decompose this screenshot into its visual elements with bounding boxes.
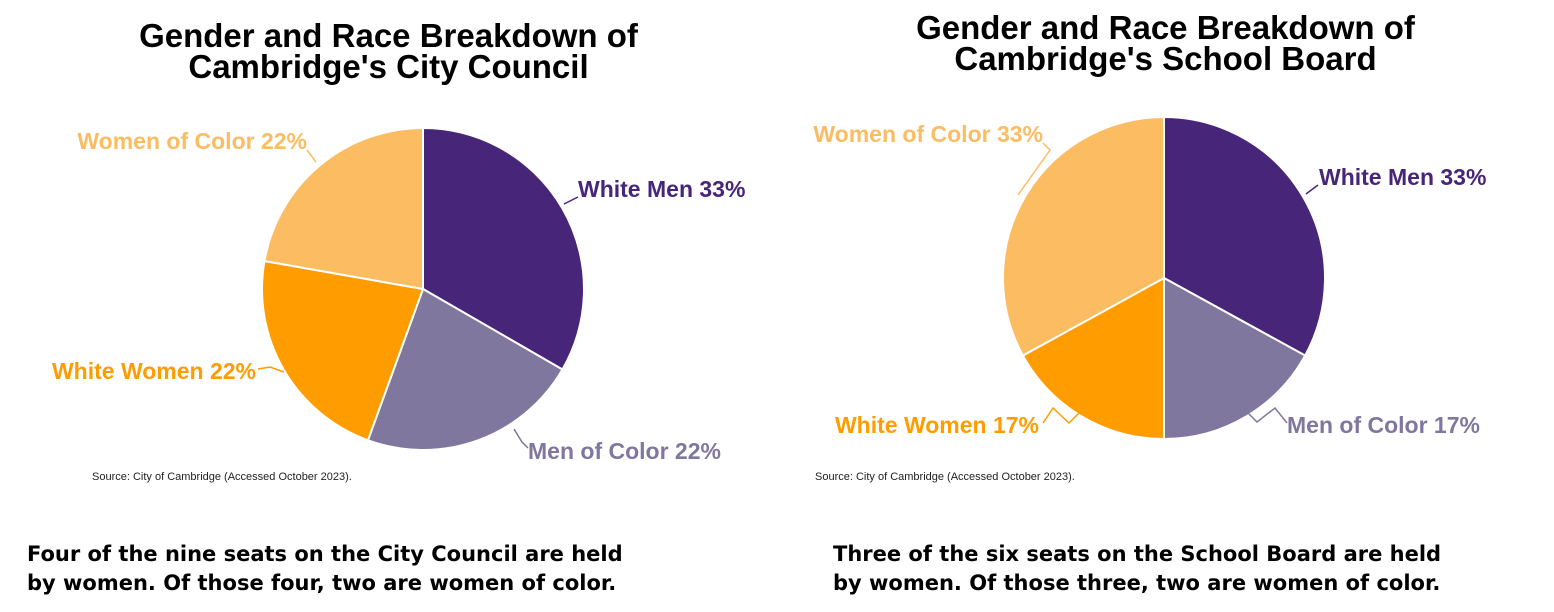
pie-slice-women-of-color [263,126,424,291]
chart-title-line-1: Gender and Race Breakdown of [139,17,638,54]
chart-caption-line-2: by women. Of those three, two are women … [833,571,1441,595]
chart-caption-line-1: Three of the six seats on the School Boa… [833,542,1442,566]
school-board-panel: Gender and Race Breakdown of Cambridge's… [777,0,1554,612]
leader-line-women-of-color [1017,142,1051,196]
pie-slice-white-women [1021,276,1165,441]
leader-line-men-of-color [1246,406,1288,424]
chart-caption-line-2: by women. Of those four, two are women o… [27,571,617,595]
pie-slice-men-of-color [366,287,564,451]
slice-label-white-women: White Women 17% [835,412,1039,438]
chart-title: Gender and Race Breakdown of Cambridge's… [777,9,1554,77]
pie-slice-white-men [422,126,585,371]
chart-title: Gender and Race Breakdown of Cambridge's… [0,17,777,85]
leader-line-white-women [1042,406,1080,425]
pie-slice-women-of-color [1002,115,1165,357]
slice-label-men-of-color: Men of Color 17% [1287,412,1480,438]
leader-line-women-of-color [306,149,317,163]
slice-label-white-women: White Women 22% [52,358,256,384]
pie-slice-white-women [261,259,425,442]
city-council-pie-chart: White Men 33% Men of Color 22% White Women… [52,126,745,464]
leader-line-men-of-color [513,428,529,449]
chart-source: Source: City of Cambridge (Accessed Octo… [92,471,352,483]
chart-caption: Four of the nine seats on the City Counc… [27,540,623,598]
pie-slice-men-of-color [1163,276,1307,441]
chart-title-line-1: Gender and Race Breakdown of [916,9,1415,46]
slice-label-men-of-color: Men of Color 22% [528,438,721,464]
leader-line-white-men [563,196,579,205]
chart-caption: Three of the six seats on the School Boa… [833,540,1441,598]
chart-source: Source: City of Cambridge (Accessed Octo… [815,471,1075,483]
city-council-panel: Gender and Race Breakdown of Cambridge's… [0,17,777,598]
leader-line-white-women [257,366,285,373]
school-board-pie-chart: White Men 33% Men of Color 17% White Women… [813,115,1486,441]
chart-caption-line-1: Four of the nine seats on the City Counc… [27,542,623,566]
chart-title-line-2: Cambridge's City Council [188,48,589,85]
slice-label-women-of-color: Women of Color 33% [813,121,1043,147]
chart-title-line-2: Cambridge's School Board [954,40,1377,77]
leader-line-white-men [1305,184,1319,195]
slice-label-women-of-color: Women of Color 22% [77,128,307,154]
slice-label-white-men: White Men 33% [1319,164,1486,190]
pie-slice-white-men [1163,115,1326,357]
slice-label-white-men: White Men 33% [578,176,745,202]
